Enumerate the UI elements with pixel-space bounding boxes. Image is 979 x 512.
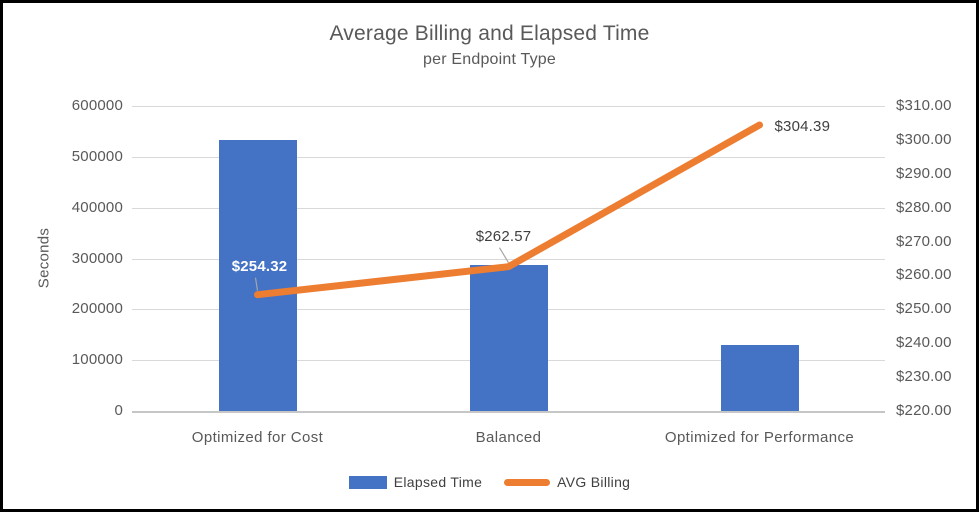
right-axis-tick: $300.00: [896, 130, 952, 148]
left-axis-tick: 200000: [71, 300, 123, 318]
right-axis-tick: $290.00: [896, 164, 952, 182]
avg-billing-swatch-icon: [504, 478, 551, 486]
bar-balanced: [469, 265, 548, 411]
legend: Elapsed Time AVG Billing: [3, 469, 976, 495]
right-axis-tick: $310.00: [896, 97, 952, 114]
right-axis-tick: $250.00: [896, 300, 952, 318]
right-axis-tick: $240.00: [896, 334, 952, 352]
category-label-optimized-for-cost: Optimized for Cost: [191, 429, 324, 446]
legend-item-avg-billing: AVG Billing: [504, 474, 630, 490]
right-axis-tick: $280.00: [896, 198, 952, 216]
right-axis-tick: $260.00: [896, 266, 952, 284]
chart-subtitle: per Endpoint Type: [423, 51, 556, 68]
data-label-optimized-for-cost: $254.32: [231, 257, 288, 275]
gridline: [132, 106, 885, 107]
chart-title: Average Billing and Elapsed Time: [329, 22, 650, 45]
legend-item-elapsed-time: Elapsed Time: [348, 474, 483, 490]
left-axis-tick: 0: [114, 402, 123, 419]
bar-optimized-for-performance: [720, 344, 799, 411]
right-axis-tick: $270.00: [896, 232, 952, 250]
category-label-optimized-for-performance: Optimized for Performance: [664, 429, 855, 446]
data-label-optimized-for-performance: $304.39: [774, 118, 831, 135]
category-label-balanced: Balanced: [475, 429, 542, 446]
left-axis-tick: 600000: [71, 97, 123, 114]
elapsed-time-legend-label: Elapsed Time: [393, 474, 483, 490]
avg-billing-legend-label: AVG Billing: [557, 474, 631, 490]
bar-optimized-for-cost: [218, 140, 297, 411]
right-axis-tick: $220.00: [896, 402, 952, 419]
left-axis-tick: 500000: [71, 147, 123, 165]
left-axis-tick: 300000: [71, 249, 123, 267]
left-axis-tick: 100000: [71, 351, 123, 369]
left-axis-tick: 400000: [71, 198, 123, 216]
x-axis-line: [132, 411, 885, 413]
data-label-balanced: $262.57: [475, 227, 532, 245]
elapsed-time-swatch-icon: [348, 475, 387, 489]
data-label-leader-line: [498, 247, 510, 264]
right-axis-tick: $230.00: [896, 368, 952, 386]
